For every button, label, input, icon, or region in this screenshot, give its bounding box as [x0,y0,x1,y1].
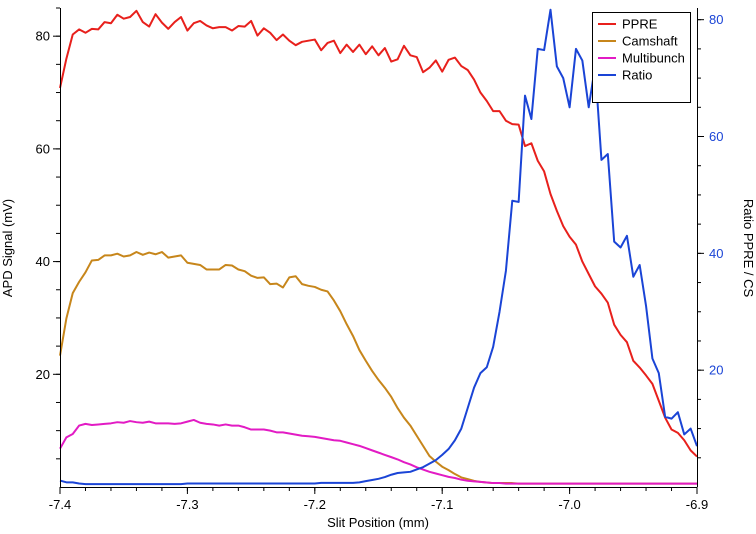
y-tick-label: 80 [36,29,50,44]
y2-ticks: 20 40 60 80 [697,12,723,459]
series-line-camshaft [59,251,697,485]
series-line-ppre [59,9,698,458]
x-ticks: -7.4 -7.3 -7.2 -7.1 -7.0 -6.9 [49,487,708,512]
legend-label-camshaft: Camshaft [622,34,678,49]
legend: PPRE Camshaft Multibunch Ratio [592,12,691,103]
y-tick-label: 20 [36,367,50,382]
y2-axis-label: Ratio PPRE / CS [741,199,756,298]
x-tick-label: -6.9 [686,497,708,512]
y2-tick-label: 40 [709,246,723,261]
x-tick-label: -7.1 [431,497,453,512]
y-tick-label: 60 [36,141,50,156]
x-axis-label: Slit Position (mm) [327,515,429,530]
x-tick-label: -7.2 [304,497,326,512]
x-tick-label: -7.3 [176,497,198,512]
x-tick-label: -7.0 [558,497,580,512]
y-ticks: 20 40 60 80 [36,7,60,460]
plot-lines [59,8,698,486]
y-axis-label: APD Signal (mV) [0,199,15,297]
x-tick-label: -7.4 [49,497,71,512]
legend-label-ppre: PPRE [622,17,658,32]
legend-label-multibunch: Multibunch [622,51,685,66]
series-line-ratio [59,8,698,486]
y2-tick-label: 20 [709,363,723,378]
series-line-multibunch [59,418,697,485]
y2-tick-label: 60 [709,129,723,144]
y-tick-label: 40 [36,254,50,269]
y2-tick-label: 80 [709,12,723,27]
legend-label-ratio: Ratio [622,68,652,83]
